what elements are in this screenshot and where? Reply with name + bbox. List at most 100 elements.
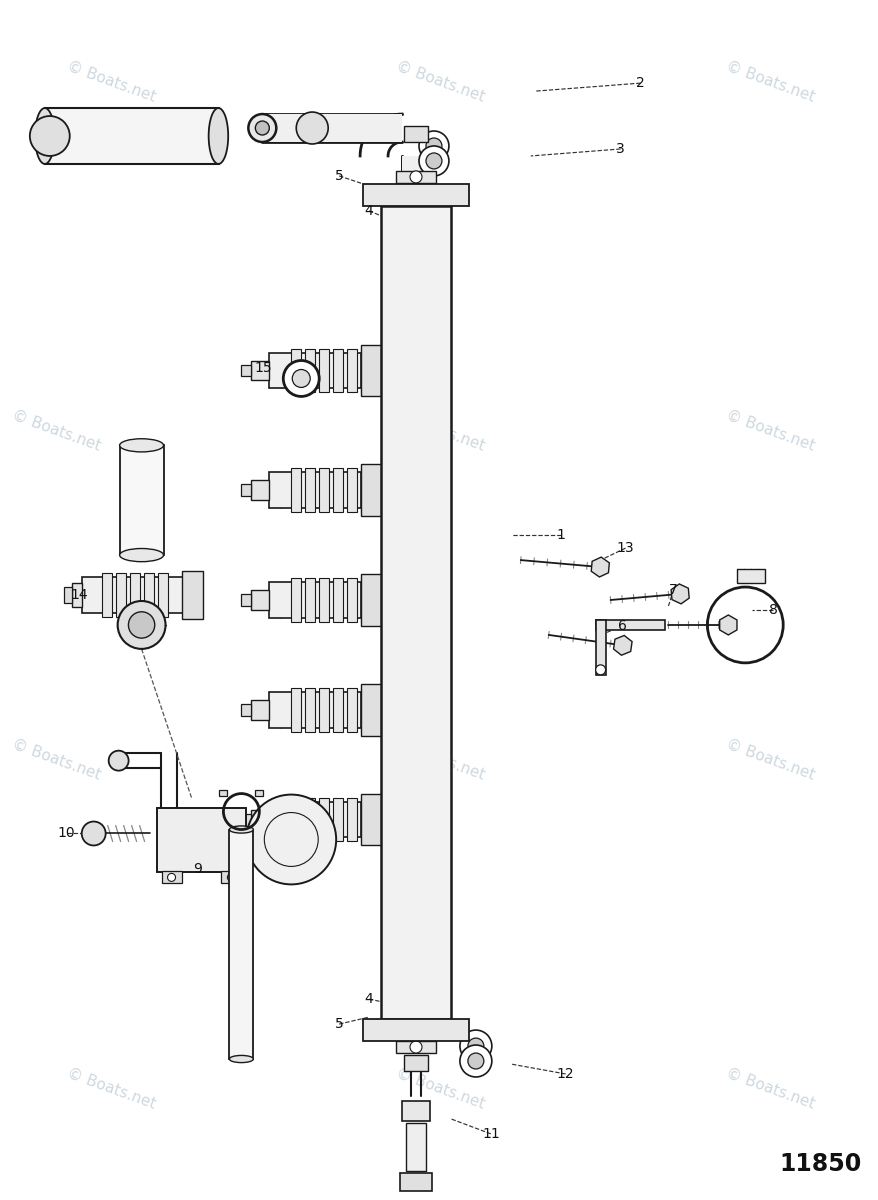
FancyBboxPatch shape	[737, 569, 765, 583]
FancyBboxPatch shape	[251, 360, 269, 380]
Text: © Boats.net: © Boats.net	[723, 407, 816, 454]
Circle shape	[283, 360, 319, 396]
Circle shape	[467, 1054, 483, 1069]
Text: 11850: 11850	[778, 1152, 860, 1176]
Circle shape	[227, 874, 235, 881]
FancyBboxPatch shape	[305, 468, 315, 512]
FancyBboxPatch shape	[319, 798, 328, 841]
FancyBboxPatch shape	[291, 688, 301, 732]
Circle shape	[296, 112, 327, 144]
FancyBboxPatch shape	[291, 578, 301, 622]
FancyBboxPatch shape	[269, 582, 361, 618]
FancyBboxPatch shape	[45, 108, 220, 164]
FancyBboxPatch shape	[181, 571, 203, 619]
FancyBboxPatch shape	[269, 473, 361, 508]
Circle shape	[409, 170, 421, 182]
FancyBboxPatch shape	[361, 793, 383, 846]
FancyBboxPatch shape	[251, 480, 269, 500]
Circle shape	[406, 276, 426, 295]
Circle shape	[246, 794, 335, 884]
Text: 3: 3	[615, 142, 624, 156]
FancyBboxPatch shape	[319, 468, 328, 512]
FancyBboxPatch shape	[221, 871, 241, 883]
Text: 12: 12	[557, 1067, 574, 1081]
Text: © Boats.net: © Boats.net	[65, 1066, 158, 1112]
Polygon shape	[613, 636, 631, 655]
Circle shape	[411, 1025, 421, 1036]
FancyBboxPatch shape	[241, 365, 251, 377]
Text: © Boats.net: © Boats.net	[394, 737, 486, 782]
FancyBboxPatch shape	[401, 1100, 429, 1121]
FancyBboxPatch shape	[319, 578, 328, 622]
FancyBboxPatch shape	[241, 703, 251, 715]
Circle shape	[419, 131, 449, 161]
Circle shape	[168, 874, 176, 881]
Text: 14: 14	[71, 588, 89, 602]
Circle shape	[406, 406, 426, 425]
Circle shape	[30, 116, 69, 156]
FancyBboxPatch shape	[251, 700, 269, 720]
FancyBboxPatch shape	[404, 126, 428, 142]
Circle shape	[409, 1042, 421, 1054]
FancyBboxPatch shape	[251, 590, 269, 610]
Circle shape	[459, 1045, 492, 1076]
FancyBboxPatch shape	[255, 790, 263, 796]
FancyBboxPatch shape	[269, 802, 361, 838]
Text: 8: 8	[768, 602, 777, 617]
FancyBboxPatch shape	[72, 583, 82, 607]
Circle shape	[459, 1030, 492, 1062]
Circle shape	[406, 635, 426, 655]
Ellipse shape	[35, 108, 54, 164]
Text: 4: 4	[364, 992, 373, 1006]
Text: © Boats.net: © Boats.net	[65, 58, 158, 104]
FancyBboxPatch shape	[156, 808, 246, 872]
FancyBboxPatch shape	[396, 170, 435, 182]
FancyBboxPatch shape	[347, 578, 356, 622]
Circle shape	[467, 1038, 483, 1054]
FancyBboxPatch shape	[64, 587, 72, 602]
FancyBboxPatch shape	[361, 578, 371, 622]
FancyBboxPatch shape	[129, 574, 140, 617]
Circle shape	[255, 121, 269, 136]
FancyBboxPatch shape	[361, 688, 371, 732]
FancyBboxPatch shape	[361, 344, 383, 396]
FancyBboxPatch shape	[333, 688, 342, 732]
Circle shape	[128, 612, 155, 638]
FancyBboxPatch shape	[269, 692, 361, 727]
FancyBboxPatch shape	[401, 156, 429, 184]
Ellipse shape	[229, 1056, 253, 1063]
FancyBboxPatch shape	[361, 574, 383, 626]
Text: 7: 7	[668, 583, 677, 598]
Circle shape	[595, 665, 605, 674]
Circle shape	[426, 152, 442, 169]
FancyBboxPatch shape	[361, 348, 371, 392]
FancyBboxPatch shape	[347, 688, 356, 732]
FancyBboxPatch shape	[361, 684, 383, 736]
FancyBboxPatch shape	[305, 798, 315, 841]
Circle shape	[406, 520, 426, 540]
FancyBboxPatch shape	[82, 577, 201, 613]
FancyBboxPatch shape	[404, 1055, 428, 1070]
FancyBboxPatch shape	[595, 620, 665, 630]
Text: 1: 1	[556, 528, 565, 542]
FancyBboxPatch shape	[305, 688, 315, 732]
FancyBboxPatch shape	[241, 814, 251, 826]
FancyBboxPatch shape	[595, 620, 605, 674]
Circle shape	[82, 822, 105, 846]
Text: © Boats.net: © Boats.net	[723, 1066, 816, 1112]
Text: 6: 6	[617, 619, 626, 632]
Circle shape	[109, 751, 128, 770]
Circle shape	[426, 138, 442, 154]
FancyBboxPatch shape	[291, 468, 301, 512]
FancyBboxPatch shape	[220, 790, 227, 796]
FancyBboxPatch shape	[381, 206, 450, 1019]
FancyBboxPatch shape	[406, 1123, 426, 1171]
Text: © Boats.net: © Boats.net	[11, 737, 103, 782]
FancyBboxPatch shape	[333, 578, 342, 622]
FancyBboxPatch shape	[363, 184, 468, 206]
Polygon shape	[671, 584, 688, 604]
FancyBboxPatch shape	[319, 688, 328, 732]
Text: © Boats.net: © Boats.net	[394, 58, 486, 104]
Polygon shape	[719, 614, 736, 635]
FancyBboxPatch shape	[319, 348, 328, 392]
